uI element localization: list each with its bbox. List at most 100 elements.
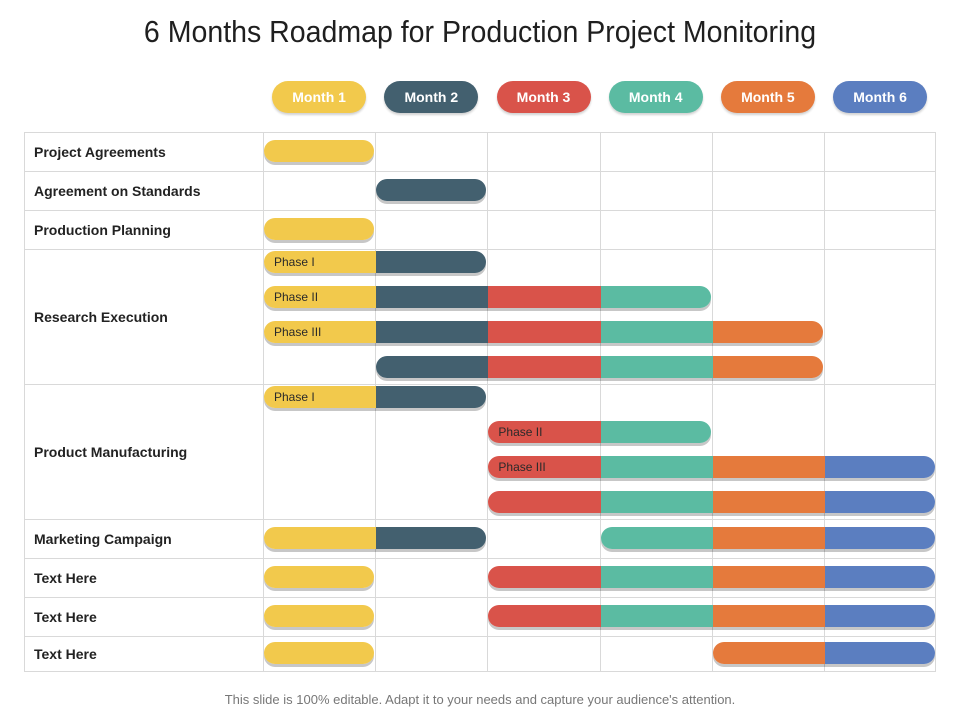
bar-segment-month-4	[600, 356, 714, 378]
bar-segment-month-5	[712, 321, 823, 343]
bar-segment-month-4	[600, 604, 714, 627]
timeline-bar	[376, 178, 487, 201]
bar-segment-month-5	[712, 456, 826, 478]
timeline-bar: Phase II	[488, 421, 711, 443]
bar-segment-month-5	[712, 526, 826, 549]
phase-label: Phase III	[498, 460, 546, 474]
grid-row-line	[24, 558, 936, 559]
row-label: Text Here	[34, 646, 97, 662]
bar-segment-month-1	[264, 386, 378, 408]
grid-column-line	[24, 132, 25, 672]
bar-segment-month-6	[824, 642, 936, 664]
grid-column-line	[711, 132, 713, 672]
month-pill-4: Month 4	[608, 81, 703, 113]
timeline-bar	[264, 526, 487, 549]
timeline-bar	[488, 604, 936, 627]
bar-segment-month-2	[376, 251, 487, 273]
bar-segment-month-5	[712, 565, 826, 588]
bar-segment-month-1	[264, 251, 378, 273]
bar-segment-month-6	[824, 491, 936, 513]
bar-segment-month-4	[600, 456, 714, 478]
timeline-bar	[488, 565, 936, 588]
bar-segment-month-5	[712, 604, 826, 627]
bar-segment-month-6	[824, 604, 936, 627]
timeline-bar	[264, 139, 375, 162]
bar-segment-month-3	[488, 604, 602, 627]
bar-segment-month-4	[600, 421, 711, 443]
row-label: Marketing Campaign	[34, 530, 172, 547]
month-pill-1: Month 1	[272, 81, 367, 113]
bar-segment-month-6	[824, 456, 936, 478]
grid-row-line	[24, 597, 936, 598]
grid-row-line	[24, 132, 936, 133]
bar-segment-month-3	[488, 321, 602, 343]
month-pill-5: Month 5	[720, 81, 815, 113]
timeline-bar	[376, 356, 823, 378]
month-pill-3: Month 3	[496, 81, 591, 113]
row-label: Production Planning	[34, 221, 171, 238]
bar-segment-month-2	[376, 526, 487, 549]
bar-segment-month-3	[488, 456, 602, 478]
phase-label: Phase II	[498, 425, 543, 439]
grid-column-line	[824, 132, 825, 672]
bar-segment-month-1	[264, 321, 378, 343]
timeline-bar	[600, 526, 936, 549]
footer-note: This slide is 100% editable. Adapt it to…	[224, 692, 736, 707]
grid-row-line	[24, 249, 936, 250]
roadmap-grid: Project Agreements Agreement on Standards…	[24, 132, 936, 672]
bar-segment-month-3	[488, 421, 602, 443]
bar-segment-month-5	[712, 491, 826, 513]
grid-row-line	[24, 519, 936, 520]
grid-column-line	[599, 132, 601, 672]
bar-segment-month-1	[264, 286, 378, 308]
row-label: Agreement on Standards	[34, 182, 201, 199]
bar-segment-month-2	[376, 356, 490, 378]
timeline-bar: Phase I	[264, 386, 487, 408]
page-title: 6 Months Roadmap for Production Project …	[143, 14, 817, 49]
bar-segment-month-2	[376, 386, 487, 408]
bar-segment-month-2	[376, 286, 490, 308]
phase-label: Phase I	[274, 390, 315, 404]
row-label: Text Here	[34, 608, 97, 625]
timeline-bar: Phase I	[264, 251, 487, 273]
timeline-bar: Phase III	[488, 456, 936, 478]
row-label: Research Execution	[34, 308, 168, 325]
bar-segment-month-6	[824, 526, 936, 549]
bar-segment-month-1	[264, 217, 375, 240]
bar-segment-month-4	[600, 491, 714, 513]
phase-label: Phase I	[274, 255, 315, 269]
grid-row-line	[24, 171, 936, 172]
timeline-bar: Phase III	[264, 321, 823, 343]
grid-column-line	[263, 132, 264, 672]
timeline-bar	[264, 217, 375, 240]
grid-row-line	[24, 636, 936, 637]
bar-segment-month-5	[712, 356, 823, 378]
bar-segment-month-2	[376, 178, 487, 201]
phase-label: Phase III	[274, 325, 322, 339]
bar-segment-month-1	[264, 526, 378, 549]
bar-segment-month-1	[264, 565, 375, 588]
bar-segment-month-5	[712, 642, 826, 664]
row-label: Product Manufacturing	[34, 443, 188, 460]
bar-segment-month-3	[488, 286, 602, 308]
timeline-bar	[264, 604, 375, 627]
phase-label: Phase II	[274, 290, 319, 304]
timeline-bar: Phase II	[264, 286, 711, 308]
month-pill-2: Month 2	[384, 81, 479, 113]
month-pill-6: Month 6	[833, 81, 928, 113]
grid-row-line	[24, 671, 936, 672]
timeline-bar	[488, 491, 936, 513]
grid-row-line	[24, 210, 936, 211]
bar-segment-month-4	[600, 286, 711, 308]
row-label: Text Here	[34, 569, 97, 586]
bar-segment-month-3	[488, 491, 602, 513]
bar-segment-month-2	[376, 321, 490, 343]
bar-segment-month-6	[824, 565, 936, 588]
grid-row-line	[24, 384, 936, 385]
row-label: Project Agreements	[34, 143, 166, 160]
bar-segment-month-3	[488, 565, 602, 588]
timeline-bar	[264, 642, 375, 664]
bar-segment-month-1	[264, 642, 375, 664]
bar-segment-month-3	[488, 356, 602, 378]
bar-segment-month-4	[600, 321, 714, 343]
